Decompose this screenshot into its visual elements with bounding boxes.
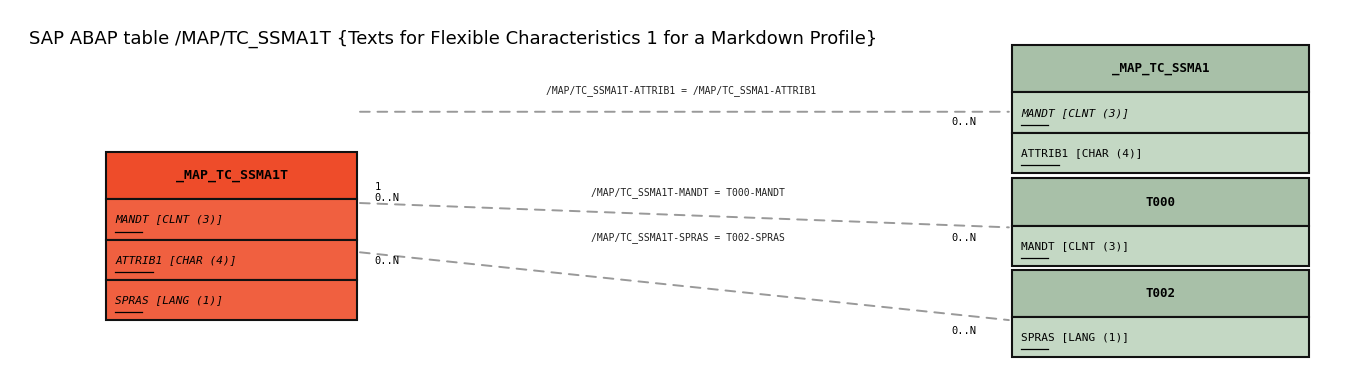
Text: 0..N: 0..N	[951, 326, 975, 336]
Text: 0..N: 0..N	[951, 233, 975, 243]
FancyBboxPatch shape	[1012, 133, 1309, 173]
Text: SPRAS [LANG (1)]: SPRAS [LANG (1)]	[115, 295, 224, 305]
Text: SAP ABAP table /MAP/TC_SSMA1T {Texts for Flexible Characteristics 1 for a Markdo: SAP ABAP table /MAP/TC_SSMA1T {Texts for…	[30, 29, 878, 48]
Text: _MAP_TC_SSMA1: _MAP_TC_SSMA1	[1112, 62, 1209, 75]
FancyBboxPatch shape	[1012, 226, 1309, 266]
Text: /MAP/TC_SSMA1T-ATTRIB1 = /MAP/TC_SSMA1-ATTRIB1: /MAP/TC_SSMA1T-ATTRIB1 = /MAP/TC_SSMA1-A…	[546, 85, 816, 96]
Text: /MAP/TC_SSMA1T-SPRAS = T002-SPRAS: /MAP/TC_SSMA1T-SPRAS = T002-SPRAS	[591, 233, 785, 244]
Text: _MAP_TC_SSMA1T: _MAP_TC_SSMA1T	[175, 169, 287, 182]
Text: ATTRIB1 [CHAR (4)]: ATTRIB1 [CHAR (4)]	[1021, 148, 1143, 158]
Text: MANDT [CLNT (3)]: MANDT [CLNT (3)]	[1021, 241, 1129, 251]
Text: 1
0..N: 1 0..N	[375, 182, 399, 203]
FancyBboxPatch shape	[1012, 45, 1309, 92]
FancyBboxPatch shape	[107, 280, 357, 320]
FancyBboxPatch shape	[1012, 92, 1309, 133]
Text: ATTRIB1 [CHAR (4)]: ATTRIB1 [CHAR (4)]	[115, 255, 237, 265]
FancyBboxPatch shape	[1012, 270, 1309, 317]
Text: T002: T002	[1145, 287, 1175, 300]
Text: 0..N: 0..N	[951, 117, 975, 127]
FancyBboxPatch shape	[1012, 178, 1309, 226]
Text: T000: T000	[1145, 196, 1175, 208]
FancyBboxPatch shape	[107, 199, 357, 240]
FancyBboxPatch shape	[107, 240, 357, 280]
Text: MANDT [CLNT (3)]: MANDT [CLNT (3)]	[115, 215, 224, 225]
FancyBboxPatch shape	[1012, 317, 1309, 357]
Text: SPRAS [LANG (1)]: SPRAS [LANG (1)]	[1021, 332, 1129, 342]
Text: MANDT [CLNT (3)]: MANDT [CLNT (3)]	[1021, 108, 1129, 118]
Text: 0..N: 0..N	[375, 256, 399, 266]
FancyBboxPatch shape	[107, 152, 357, 199]
Text: /MAP/TC_SSMA1T-MANDT = T000-MANDT: /MAP/TC_SSMA1T-MANDT = T000-MANDT	[591, 187, 785, 198]
